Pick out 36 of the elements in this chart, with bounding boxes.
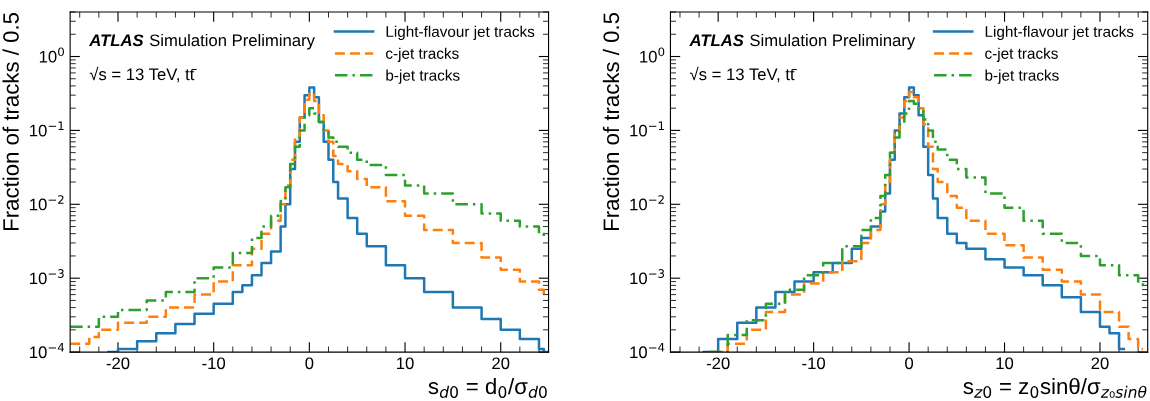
x-tick-label: -20 — [106, 357, 130, 370]
x-tick-label: -10 — [802, 357, 826, 370]
annotation: ATLAS — [689, 34, 744, 47]
legend-label: b-jet tracks — [985, 69, 1059, 84]
x-tick-label: 0 — [905, 357, 914, 370]
y-tick-label: 10$^{−3}$ — [30, 269, 64, 285]
x-axis-title: s$_{d0}$ = d$_{0}$/σ$_{d0}$ — [428, 377, 547, 398]
annotation: √s = 13 TeV, tt̄ — [689, 66, 797, 83]
x-tick-label: 10 — [996, 357, 1014, 370]
legend-label: b-jet tracks — [386, 69, 460, 84]
legend-label: Light-flavour jet tracks — [386, 25, 535, 41]
y-axis-title: Fraction of tracks / 0.5 — [602, 12, 620, 231]
y-tick-label: 10$^{−4}$ — [30, 343, 65, 359]
annotation: Simulation Preliminary — [149, 33, 315, 50]
y-tick-label: 10$^{−2}$ — [30, 195, 64, 211]
y-axis-title: Fraction of tracks / 0.5 — [2, 12, 19, 231]
annotation: Simulation Preliminary — [750, 33, 916, 50]
y-tick-label: 10$^{−2}$ — [630, 195, 664, 211]
legend-label: Light-flavour jet tracks — [985, 25, 1134, 41]
legend-label: c-jet tracks — [985, 47, 1058, 62]
legend-label: c-jet tracks — [386, 47, 459, 62]
x-tick-label: -10 — [202, 357, 226, 370]
y-tick-label: 10$^{0}$ — [640, 47, 665, 63]
x-axis-title: s$_{z0}$ = z$_{0}$sinθ/σ$_{z₀sinθ}$ — [963, 377, 1147, 398]
y-tick-label: 10$^{−1}$ — [30, 121, 64, 137]
annotation: ATLAS — [88, 34, 144, 47]
x-tick-label: 20 — [1091, 357, 1109, 370]
annotation: √s = 13 TeV, tt̄ — [89, 66, 197, 83]
y-tick-label: 10$^{−3}$ — [630, 269, 665, 285]
y-tick-label: 10$^{−4}$ — [630, 343, 665, 359]
x-tick-label: 10 — [397, 357, 414, 370]
x-tick-label: 20 — [492, 357, 510, 370]
x-tick-label: 0 — [305, 357, 314, 370]
x-tick-label: -20 — [706, 357, 730, 370]
y-tick-label: 10$^{0}$ — [39, 47, 64, 63]
y-tick-label: 10$^{−1}$ — [630, 121, 664, 137]
